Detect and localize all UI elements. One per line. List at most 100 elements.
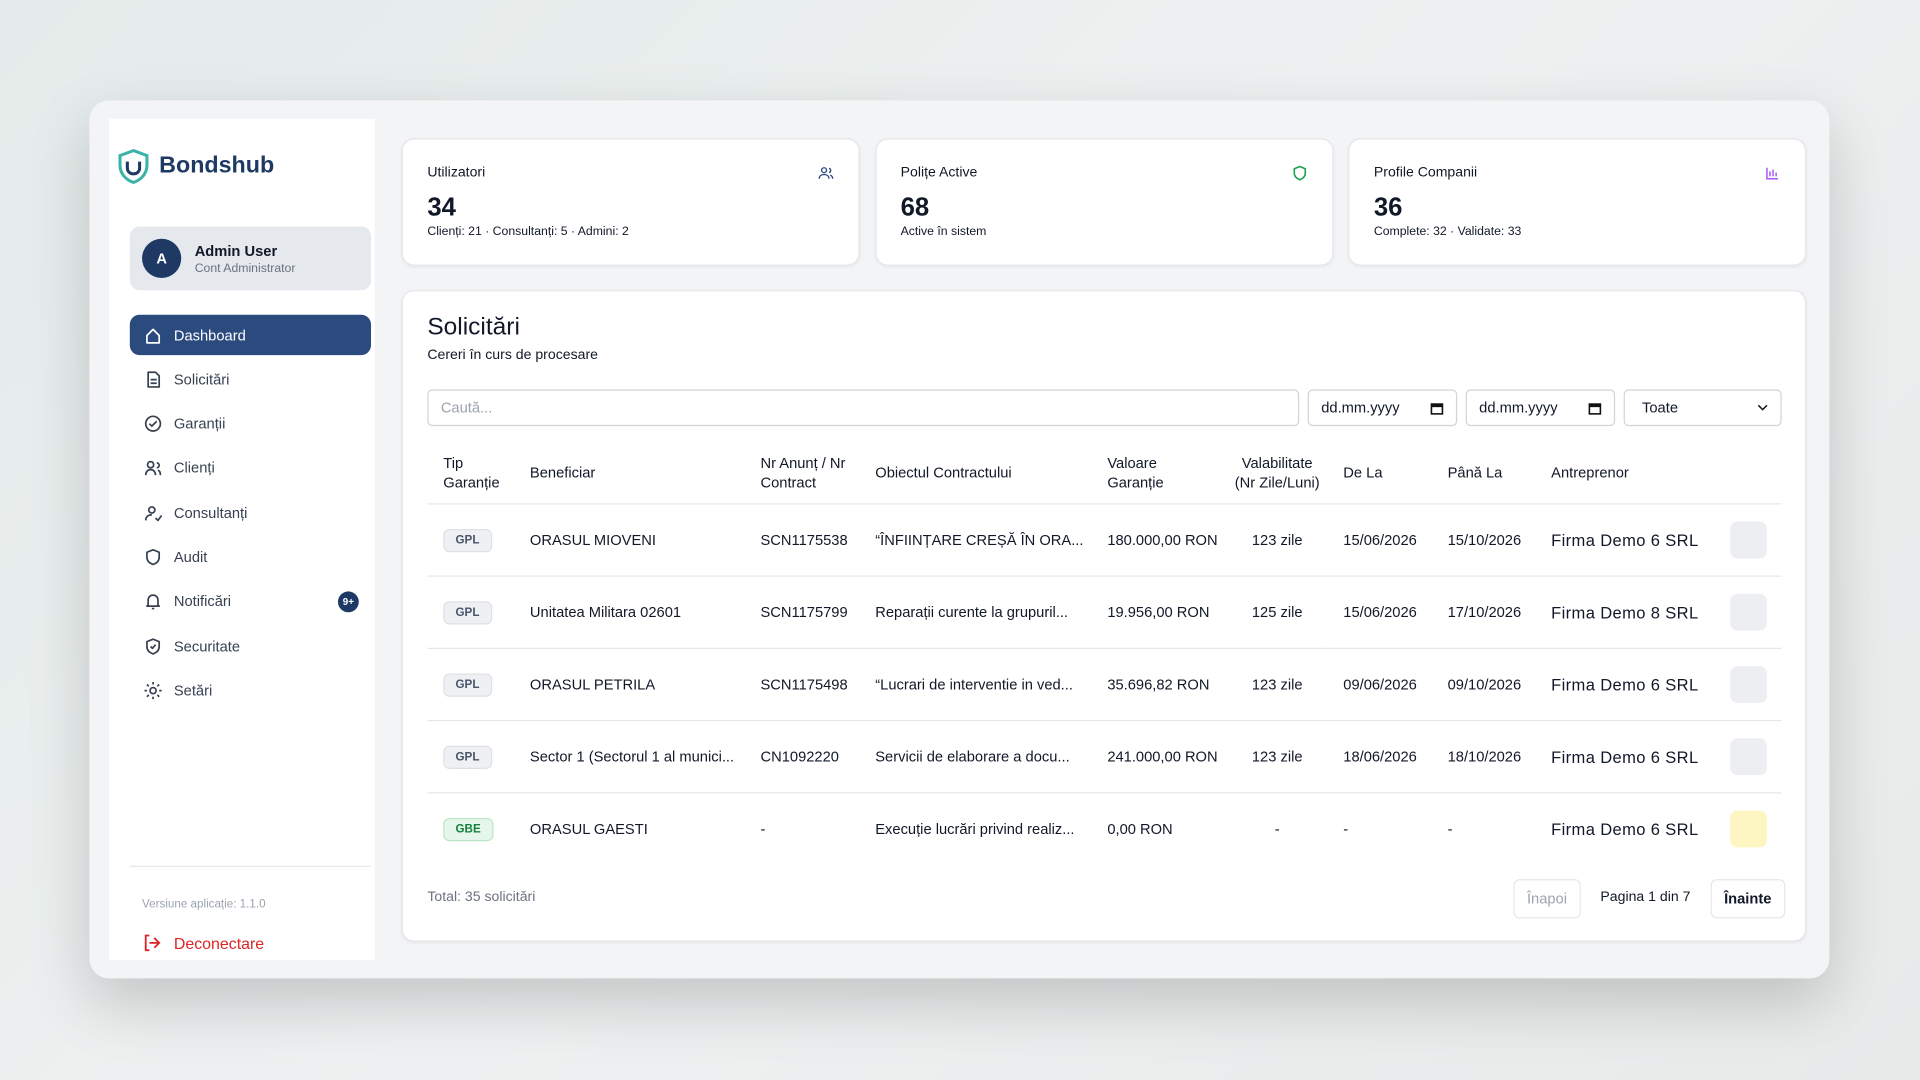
nav-label[interactable]: Dashboard [173,326,246,344]
table-row[interactable]: GPL Unitatea Militara 02601 SCN1175799 Repa… [427,575,1782,649]
version: Versiune aplicație: 1.1.0 [142,897,266,912]
status-cell [1713,503,1782,577]
nav-item[interactable]: Securitate [130,626,371,666]
cell: GPL [427,503,515,577]
column-header: De La [1343,464,1383,482]
cell-text: 125 zile [1251,603,1303,621]
column-header: Beneficiar [529,464,596,482]
prev-button[interactable]: Înapoi [1513,879,1581,919]
brand: Bondshub [159,153,275,179]
cell: SCN1175498 [744,647,860,721]
nav-icon [144,505,163,521]
date-from[interactable]: dd.mm.yyyy [1307,389,1458,427]
cell-text: ORASUL GAESTI [529,820,648,838]
date-from-text: dd.mm.yyyy [1321,399,1400,417]
logout[interactable]: Deconectare [142,933,264,953]
cell-text: Execuție lucrări privind realiz... [875,820,1075,838]
nav-item[interactable]: Dashboard [129,314,372,356]
nav-item[interactable]: Garanții [130,404,371,444]
nav-icon [146,594,161,610]
nav-item[interactable]: Consultanți [130,492,371,532]
nav-label[interactable]: Garanții [173,415,226,433]
nav-item[interactable]: Notificări 9+ [130,581,371,621]
logout-label[interactable]: Deconectare [173,933,265,953]
total: Total: 35 solicitări [427,890,536,905]
date-to[interactable]: dd.mm.yyyy [1465,389,1616,427]
nav-item[interactable]: Solicitări [130,359,371,399]
nav-icon [144,681,162,700]
status-select[interactable]: Toate [1623,389,1782,427]
nav-label[interactable]: Consultanți [173,504,248,522]
cell: 123 zile [1227,647,1328,721]
table-row[interactable]: GPL ORASUL PETRILA SCN1175498 “Lucrari de i… [427,647,1782,721]
nav-label[interactable]: Notificări [173,593,232,611]
nav-item[interactable]: Clienți [130,448,371,488]
cell-text: 09/10/2026 [1447,675,1522,694]
nav-label[interactable]: Solicitări [173,370,230,388]
search-input[interactable]: Caută... [427,389,1300,427]
cell: 123 zile [1227,720,1328,793]
cell: SCN1175538 [744,503,860,577]
cell-text: CN1092220 [760,748,839,766]
stat-card: Utilizatori 34 Clienți: 21 · Consultanți: … [401,138,860,266]
logout-icon [144,934,161,952]
cell: GPL [427,575,515,649]
table-row[interactable]: GPL Sector 1 (Sectorul 1 al munici... CN10… [427,720,1782,793]
cell-text: Servicii de elaborare a docu... [875,748,1070,766]
status-chip [1729,738,1767,776]
table-row[interactable]: GPL ORASUL MIOVENI SCN1175538 “ÎNFIINȚARE C… [427,503,1782,577]
stat-value: 36 [1373,193,1403,222]
stat-card: Polițe Active 68 Active în sistem [874,138,1333,266]
cell: ORASUL PETRILA [514,647,745,721]
nav-label[interactable]: Securitate [173,637,241,655]
cell-text: Firma Demo 8 SRL [1551,603,1699,622]
column-header: Valoare Garanție [1107,454,1164,492]
next-button[interactable]: Înainte [1710,879,1785,919]
cell-text: “Lucrari de interventie in ved... [875,675,1073,694]
nav-item[interactable]: Audit [130,537,371,577]
cell-text: SCN1175498 [760,675,848,694]
column-header: Nr Anunț / Nr Contract [760,454,846,492]
avatar: A [142,238,182,278]
cell: 17/10/2026 [1431,575,1536,649]
cell: 09/10/2026 [1431,647,1536,721]
cell: Servicii de elaborare a docu... [859,720,1092,793]
nav-label[interactable]: Setări [173,681,213,700]
cell-text: 241.000,00 RON [1107,748,1218,766]
cell-text: - [1447,820,1453,838]
nav-icon [144,461,162,476]
type-chip: GBE [443,817,493,841]
cell: 15/06/2026 [1327,503,1432,577]
cell-text: Firma Demo 6 SRL [1551,530,1699,550]
page-info: Pagina 1 din 7 [1600,890,1691,905]
type-chip: GPL [443,745,492,769]
status-cell [1713,792,1782,865]
calendar-icon [1430,402,1444,415]
cell-text: 35.696,82 RON [1107,675,1210,694]
nav-item[interactable]: Setări [130,670,371,710]
requests-title: Solicitări [427,313,520,341]
user-name: Admin User [194,242,278,260]
stat-label: Polițe Active [900,165,978,181]
table-body: GPL ORASUL MIOVENI SCN1175538 “ÎNFIINȚARE C… [427,503,1782,865]
cell-text: Unitatea Militara 02601 [529,603,682,621]
nav-label[interactable]: Clienți [173,459,215,477]
nav-icon [146,637,161,655]
cell-text: Reparații curente la grupuril... [875,603,1069,621]
icon [1766,167,1778,180]
column-header: Valabilitate (Nr Zile/Luni) [1234,454,1320,492]
cell: 0,00 RON [1091,792,1228,865]
cell: Reparații curente la grupuril... [859,575,1092,649]
nav-label[interactable]: Audit [173,548,208,566]
table-row[interactable]: GBE ORASUL GAESTI - Execuție lucrări privin… [427,792,1782,865]
type-chip: GPL [443,528,492,552]
status-cell [1713,575,1782,649]
column-header: Până La [1447,464,1503,482]
cell: - [1227,792,1328,865]
cell-text: - [1343,820,1349,838]
cell: Firma Demo 8 SRL [1535,575,1714,649]
cell: ORASUL MIOVENI [514,503,745,577]
